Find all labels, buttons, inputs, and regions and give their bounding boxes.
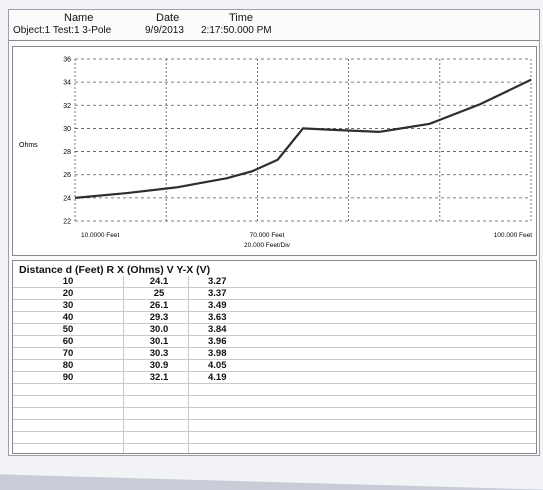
y-tick-label: 36	[63, 57, 71, 64]
y-tick-label: 32	[63, 103, 71, 110]
chart-panel: 22 24 26 28 30 32 34 36 Ohms 10.0000 Feet 70.00…	[12, 46, 537, 256]
report-sheet: Name Date Time Object:1 Test:1 3-Pole 9/…	[8, 9, 540, 456]
table-row: 70 30.3 3.98	[13, 348, 536, 360]
distance-cell: 30	[62, 300, 74, 311]
empty-rows	[13, 384, 536, 453]
voltage-cell: 3.84	[208, 324, 227, 335]
resistance-cell: 25	[153, 288, 165, 299]
empty-table-row	[13, 384, 536, 396]
y-tick-label: 30	[63, 126, 71, 133]
voltage-cell: 3.27	[208, 276, 227, 287]
y-tick-labels: 22 24 26 28 30 32 34 36	[63, 57, 71, 226]
table-header: Distance d (Feet) R X (Ohms) V Y-X (V)	[19, 264, 211, 276]
name-label: Name	[64, 12, 94, 24]
distance-cell: 40	[62, 312, 74, 323]
resistance-cell: 30.9	[149, 360, 169, 371]
column-divider	[188, 276, 189, 453]
table-row: 20 25 3.37	[13, 288, 536, 300]
voltage-cell: 3.96	[208, 336, 227, 347]
y-tick-label: 34	[63, 80, 71, 87]
table-rows: 10 24.1 3.27 20 25 3.37 30 26.1 3.49 40 …	[13, 276, 536, 453]
y-tick-label: 26	[63, 172, 71, 179]
voltage-cell: 4.05	[208, 360, 227, 371]
x-tick-label-start: 10.0000 Feet	[81, 232, 120, 239]
distance-cell: 50	[62, 324, 74, 335]
empty-table-row	[13, 432, 536, 444]
table-row: 90 32.1 4.19	[13, 372, 536, 384]
distance-cell: 10	[62, 276, 74, 287]
distance-cell: 80	[62, 360, 74, 371]
chart-grid	[74, 58, 532, 222]
table-row: 40 29.3 3.63	[13, 312, 536, 324]
x-tick-label-mid: 70.000 Feet	[250, 232, 285, 239]
voltage-cell: 4.19	[208, 372, 227, 383]
resistance-cell: 24.1	[149, 276, 169, 287]
column-divider	[123, 276, 124, 453]
data-table: Distance d (Feet) R X (Ohms) V Y-X (V) 1…	[12, 260, 537, 454]
date-value: 9/9/2013	[145, 25, 184, 36]
y-tick-label: 28	[63, 149, 71, 156]
time-label: Time	[229, 12, 254, 24]
distance-cell: 70	[62, 348, 74, 359]
ohms-chart: 22 24 26 28 30 32 34 36 Ohms 10.0000 Feet 70.00…	[19, 57, 533, 250]
y-tick-label: 24	[63, 195, 71, 202]
table-row: 50 30.0 3.84	[13, 324, 536, 336]
resistance-cell: 30.0	[149, 324, 169, 335]
resistance-cell: 30.1	[149, 336, 169, 347]
table-row: 60 30.1 3.96	[13, 336, 536, 348]
distance-cell: 90	[62, 372, 74, 383]
resistance-cell: 32.1	[149, 372, 169, 383]
empty-table-row	[13, 396, 536, 408]
voltage-cell: 3.49	[208, 300, 227, 311]
object-value: Object:1 Test:1 3-Pole	[13, 25, 112, 36]
resistance-cell: 29.3	[149, 312, 169, 323]
x-tick-label-end: 100.000 Feet	[494, 232, 533, 239]
y-axis-label: Ohms	[19, 142, 38, 149]
resistance-cell: 30.3	[149, 348, 169, 359]
resistance-cell: 26.1	[149, 300, 169, 311]
x-scale-label: 20.000 Feet/Div	[244, 242, 291, 249]
table-row: 10 24.1 3.27	[13, 276, 536, 288]
y-tick-label: 22	[63, 219, 71, 226]
empty-table-row	[13, 420, 536, 432]
voltage-cell: 3.63	[208, 312, 227, 323]
report-header: Name Date Time Object:1 Test:1 3-Pole 9/…	[9, 10, 539, 41]
empty-table-row	[13, 408, 536, 420]
voltage-cell: 3.98	[208, 348, 227, 359]
distance-cell: 20	[62, 288, 74, 299]
series-line	[74, 78, 532, 199]
time-value: 2:17:50.000 PM	[201, 25, 272, 36]
table-row: 80 30.9 4.05	[13, 360, 536, 372]
distance-cell: 60	[62, 336, 74, 347]
date-label: Date	[156, 12, 180, 24]
voltage-cell: 3.37	[208, 288, 227, 299]
table-row: 30 26.1 3.49	[13, 300, 536, 312]
